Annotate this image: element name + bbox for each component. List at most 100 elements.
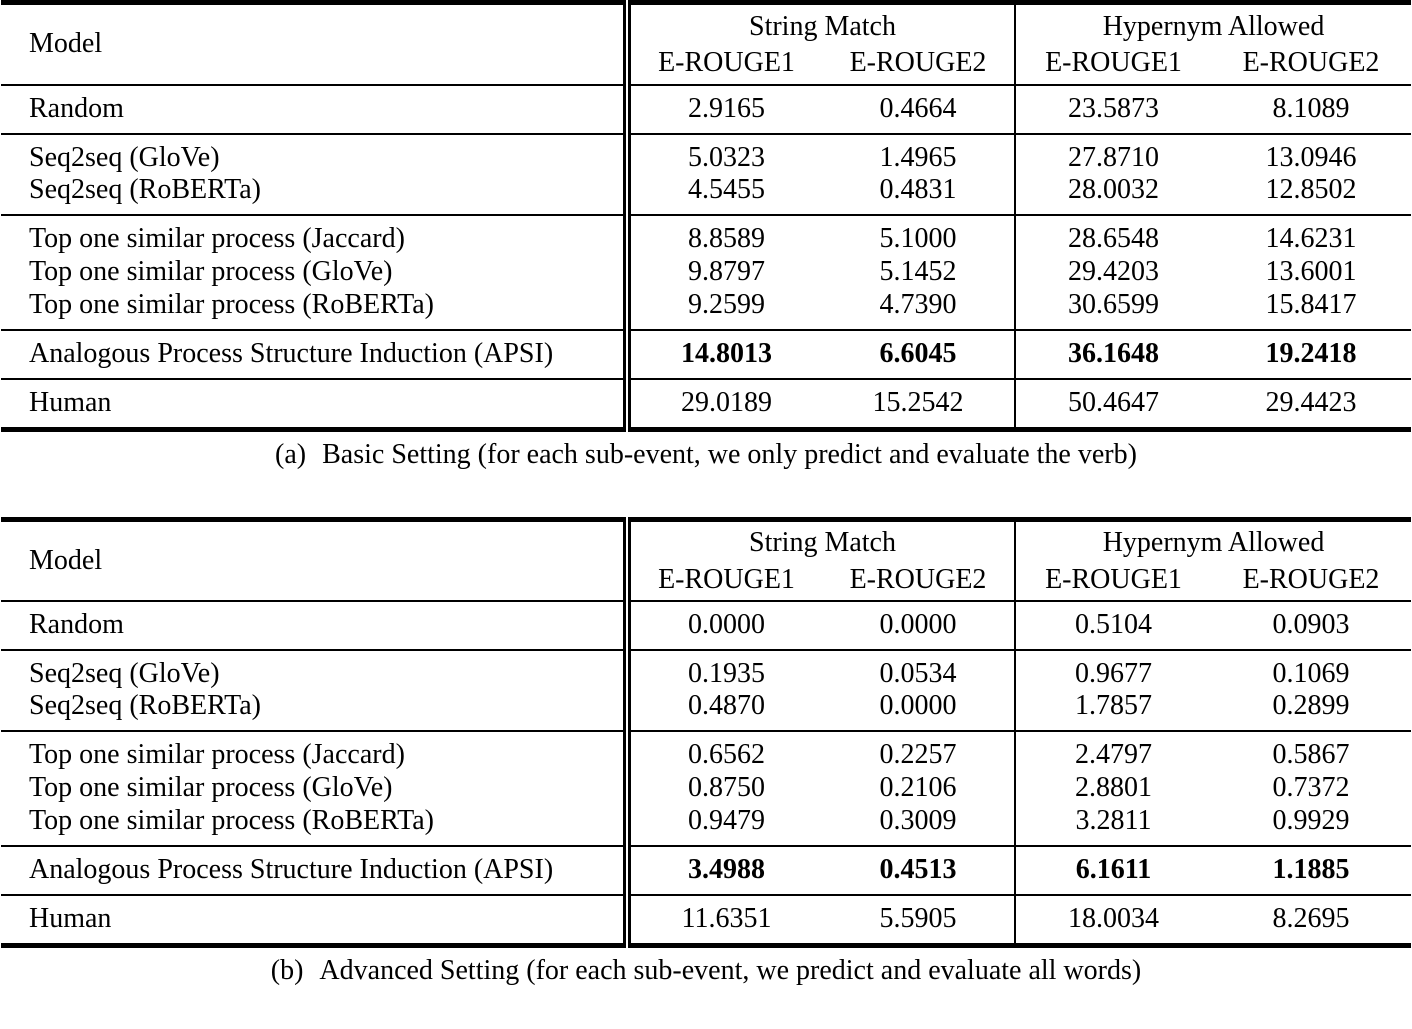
header-metric-row: E-ROUGE1 E-ROUGE2 E-ROUGE1 E-ROUGE2	[1, 42, 1411, 85]
value-cell: 30.6599	[1014, 288, 1211, 330]
model-cell: Analogous Process Structure Induction (A…	[29, 337, 554, 369]
value-cell: 0.0000	[879, 609, 957, 640]
value-cell: 50.4647	[1014, 378, 1211, 429]
value-cell: 9.8797	[623, 254, 822, 289]
table-row: Human 11.6351 5.5905 18.0034 8.2695	[1, 895, 1411, 946]
model-cell: Top one similar process (RoBERTa)	[29, 805, 434, 836]
value-cell: 5.0323	[623, 133, 822, 174]
model-cell: Seq2seq (GloVe)	[29, 141, 220, 173]
row-group: Analogous Process Structure Induction (A…	[1, 846, 1412, 895]
value-cell: 0.4513	[879, 854, 957, 885]
col-header-erouge2-sm: E-ROUGE2	[849, 563, 987, 595]
value-cell: 0.9929	[1272, 805, 1350, 836]
value-cell: 29.4423	[1265, 386, 1357, 418]
col-header-erouge1-ha: E-ROUGE1	[1014, 559, 1211, 601]
model-column-header: Model	[29, 544, 103, 576]
model-cell: Top one similar process (GloVe)	[29, 772, 393, 803]
value-cell: 12.8502	[1265, 173, 1357, 205]
col-header-erouge2-ha: E-ROUGE2	[1242, 47, 1380, 78]
model-cell: Random	[29, 609, 124, 640]
value-cell: 0.2899	[1272, 690, 1350, 721]
table-row: Seq2seq (GloVe) 0.1935 0.0534 0.9677 0.1069	[1, 650, 1411, 690]
value-cell: 0.4664	[879, 92, 957, 124]
table-caption-a: (a) Basic Setting (for each sub-event, we…	[0, 439, 1412, 471]
value-cell: 0.6562	[623, 731, 822, 771]
col-header-erouge1-sm: E-ROUGE1	[623, 559, 822, 601]
value-cell: 5.1452	[879, 255, 957, 287]
value-cell: 0.0534	[879, 658, 957, 689]
row-group: Top one similar process (Jaccard) 8.8589 5…	[1, 214, 1412, 330]
value-cell: 11.6351	[623, 895, 822, 946]
row-group: Random 0.0000 0.0000 0.5104 0.0903	[1, 601, 1412, 650]
value-cell: 2.8801	[1014, 771, 1211, 805]
value-cell: 13.0946	[1265, 141, 1357, 173]
model-cell: Seq2seq (GloVe)	[29, 658, 220, 689]
table-row: Top one similar process (Jaccard) 8.8589 5…	[1, 214, 1411, 255]
group-header-hypernym-allowed: Hypernym Allowed	[1013, 519, 1412, 559]
value-cell: 0.0000	[623, 601, 822, 650]
table-row: Top one similar process (RoBERTa) 9.2599 4…	[1, 288, 1411, 330]
value-cell: 14.6231	[1265, 222, 1357, 254]
col-header-erouge2-sm: E-ROUGE2	[849, 47, 987, 78]
value-cell: 6.6045	[879, 337, 957, 369]
col-header-erouge1-ha: E-ROUGE1	[1014, 42, 1211, 85]
value-cell: 0.4870	[623, 690, 822, 731]
value-cell: 0.0903	[1272, 609, 1350, 640]
value-cell: 0.4831	[879, 173, 957, 205]
value-cell: 23.5873	[1014, 84, 1211, 134]
value-cell: 0.9479	[623, 805, 822, 846]
value-cell: 0.2106	[879, 772, 957, 803]
table-header: Model String Match Hypernym Allowed E-RO…	[1, 519, 1412, 601]
table-row: Human 29.0189 15.2542 50.4647 29.4423	[1, 378, 1411, 429]
model-column-header: Model	[29, 28, 103, 60]
value-cell: 1.4965	[879, 141, 957, 173]
value-cell: 29.4203	[1014, 254, 1211, 289]
col-header-erouge2-ha: E-ROUGE2	[1242, 563, 1380, 595]
value-cell: 13.6001	[1265, 255, 1357, 287]
model-cell: Seq2seq (RoBERTa)	[29, 173, 261, 205]
value-cell: 0.3009	[879, 805, 957, 836]
value-cell: 8.2695	[1272, 903, 1350, 934]
value-cell: 2.9165	[623, 84, 822, 134]
row-group: Human 29.0189 15.2542 50.4647 29.4423	[1, 378, 1412, 429]
value-cell: 19.2418	[1265, 337, 1357, 369]
value-cell: 28.0032	[1014, 173, 1211, 215]
table-row: Top one similar process (Jaccard) 0.6562 0…	[1, 731, 1411, 771]
model-cell: Random	[29, 92, 124, 124]
value-cell: 0.1935	[623, 650, 822, 690]
value-cell: 1.7857	[1014, 690, 1211, 731]
value-cell: 28.6548	[1014, 214, 1211, 255]
table-row: Random 2.9165 0.4664 23.5873 8.1089	[1, 84, 1411, 134]
basic-setting-table-block: Model String Match Hypernym Allowed E-RO…	[0, 0, 1412, 471]
model-cell: Top one similar process (GloVe)	[29, 255, 393, 287]
table-row: Top one similar process (GloVe) 0.8750 0.2…	[1, 771, 1411, 805]
table-caption-b: (b) Advanced Setting (for each sub-event,…	[0, 955, 1412, 987]
caption-tag: (b)	[270, 955, 304, 986]
value-cell: 3.2811	[1014, 805, 1211, 846]
value-cell: 0.7372	[1272, 772, 1350, 803]
model-cell: Top one similar process (Jaccard)	[29, 222, 405, 254]
results-table-basic: Model String Match Hypernym Allowed E-RO…	[1, 0, 1412, 432]
col-header-erouge1-sm: E-ROUGE1	[623, 42, 822, 85]
value-cell: 5.5905	[879, 903, 957, 934]
value-cell: 9.2599	[623, 288, 822, 330]
table-row: Top one similar process (GloVe) 9.8797 5.1…	[1, 254, 1411, 289]
table-row: Analogous Process Structure Induction (A…	[1, 846, 1411, 895]
value-cell: 0.9677	[1014, 650, 1211, 690]
table-row: Analogous Process Structure Induction (A…	[1, 329, 1411, 379]
value-cell: 6.1611	[1014, 846, 1211, 895]
row-group: Human 11.6351 5.5905 18.0034 8.2695	[1, 895, 1412, 946]
row-group: Analogous Process Structure Induction (A…	[1, 329, 1412, 379]
value-cell: 0.8750	[623, 771, 822, 805]
value-cell: 36.1648	[1014, 329, 1211, 379]
model-cell: Top one similar process (Jaccard)	[29, 739, 405, 770]
header-group-row: Model String Match Hypernym Allowed	[1, 519, 1412, 576]
value-cell: 1.1885	[1272, 854, 1350, 885]
value-cell: 0.5867	[1272, 739, 1350, 770]
value-cell: 15.2542	[872, 386, 964, 418]
row-group: Seq2seq (GloVe) 0.1935 0.0534 0.9677 0.1069 S…	[1, 650, 1412, 731]
row-group: Seq2seq (GloVe) 5.0323 1.4965 27.8710 13.094…	[1, 133, 1412, 215]
header-metric-row: E-ROUGE1 E-ROUGE2 E-ROUGE1 E-ROUGE2	[1, 559, 1411, 601]
row-group: Top one similar process (Jaccard) 0.6562 0…	[1, 731, 1412, 846]
table-row: Seq2seq (GloVe) 5.0323 1.4965 27.8710 13.094…	[1, 133, 1411, 174]
